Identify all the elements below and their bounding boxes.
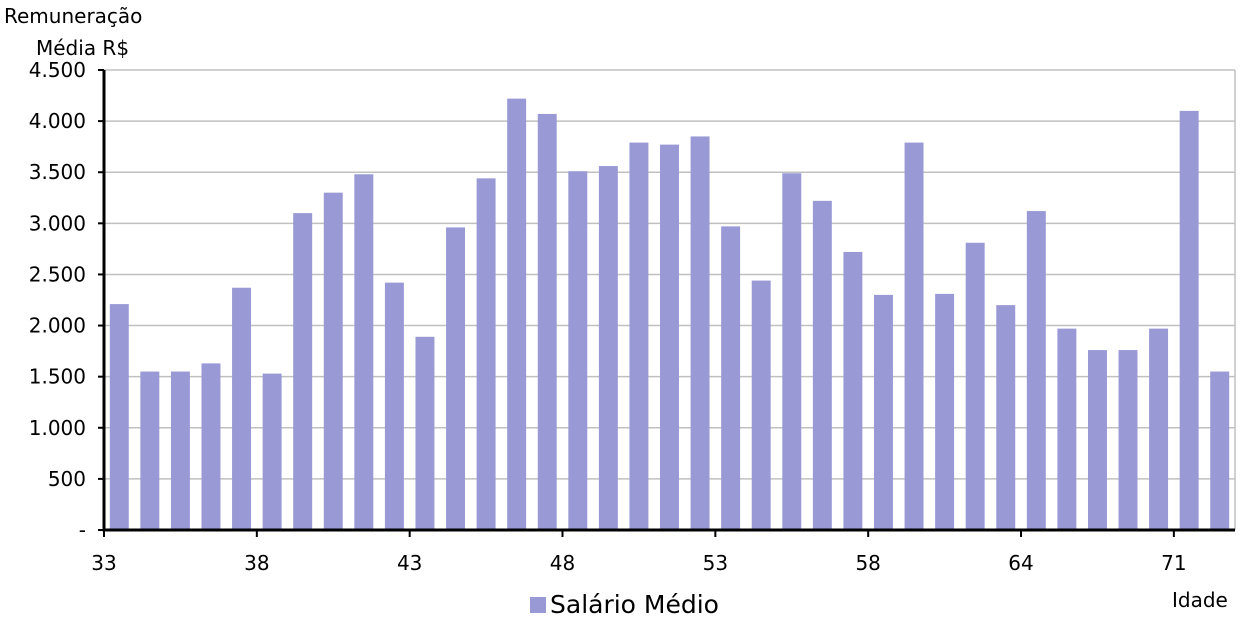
- bar-61: [965, 242, 985, 530]
- bar-34: [140, 371, 160, 530]
- bar-53: [721, 226, 741, 530]
- y-tick-label: -: [79, 518, 86, 542]
- bar-49: [598, 166, 618, 531]
- bar-65: [1057, 328, 1077, 530]
- bar-66: [1087, 350, 1107, 530]
- bar-47: [537, 113, 557, 530]
- y-tick-label: 1.000: [29, 416, 86, 440]
- bar-38: [262, 373, 282, 530]
- y-axis-title-line-1: Remuneração: [4, 4, 143, 28]
- x-tick-label: 33: [91, 551, 116, 575]
- y-tick-label: 3.500: [29, 160, 86, 184]
- bar-37: [232, 287, 252, 530]
- y-tick-labels: - 500 1.000 1.500 2.000 2.500 3.000 3.500 4.000 4…: [29, 58, 86, 542]
- bar-68: [1149, 328, 1169, 530]
- y-tick-label: 2.500: [29, 262, 86, 286]
- x-tick-label: 38: [244, 551, 269, 575]
- bar-59: [904, 142, 924, 531]
- y-tick-label: 3.000: [29, 211, 86, 235]
- bar-44: [446, 227, 466, 530]
- bar-56: [812, 200, 832, 530]
- y-tick-label: 4.500: [29, 58, 86, 82]
- bar-55: [782, 173, 802, 530]
- bar-33: [109, 304, 129, 530]
- legend: Salário Médio: [530, 590, 719, 619]
- y-axis-title-line-2: Média R$: [36, 36, 130, 60]
- y-tick-label: 4.000: [29, 109, 86, 133]
- bar-58: [873, 294, 893, 530]
- bars-group: [109, 98, 1230, 531]
- x-tick-label: 48: [550, 551, 575, 575]
- x-tick-label: 71: [1161, 551, 1186, 575]
- bar-67: [1118, 350, 1138, 530]
- x-tick-labels: 33 38 43 48 53 58 64 71: [91, 551, 1186, 575]
- bar-39: [293, 213, 313, 530]
- bar-46: [507, 98, 527, 530]
- x-tick-label: 53: [703, 551, 728, 575]
- bar-40: [323, 192, 343, 530]
- bar-36: [201, 363, 221, 530]
- x-tick-label: 58: [855, 551, 880, 575]
- bar-64: [1026, 211, 1046, 531]
- bar-72: [1210, 371, 1230, 530]
- bar-43: [415, 336, 435, 530]
- bar-45: [476, 178, 496, 530]
- bar-42: [384, 282, 404, 530]
- legend-label: Salário Médio: [550, 590, 719, 619]
- y-tick-label: 2.000: [29, 314, 86, 338]
- x-tick-label: 43: [397, 551, 422, 575]
- bar-51: [660, 144, 679, 530]
- bar-50: [629, 142, 649, 531]
- bar-41: [354, 174, 374, 530]
- y-tick-label: 500: [48, 467, 86, 491]
- x-axis-title: Idade: [1172, 588, 1228, 612]
- x-tick-label: 64: [1008, 551, 1033, 575]
- y-tick-label: 1.500: [29, 365, 86, 389]
- bar-48: [568, 171, 588, 530]
- bar-60: [935, 293, 955, 530]
- bar-35: [170, 371, 190, 530]
- bar-54: [751, 280, 771, 530]
- bar-71: [1179, 110, 1199, 530]
- axes: [98, 69, 1235, 537]
- bar-57: [843, 251, 863, 530]
- legend-swatch: [530, 596, 546, 613]
- bar-62: [996, 305, 1016, 530]
- bar-52: [690, 136, 710, 530]
